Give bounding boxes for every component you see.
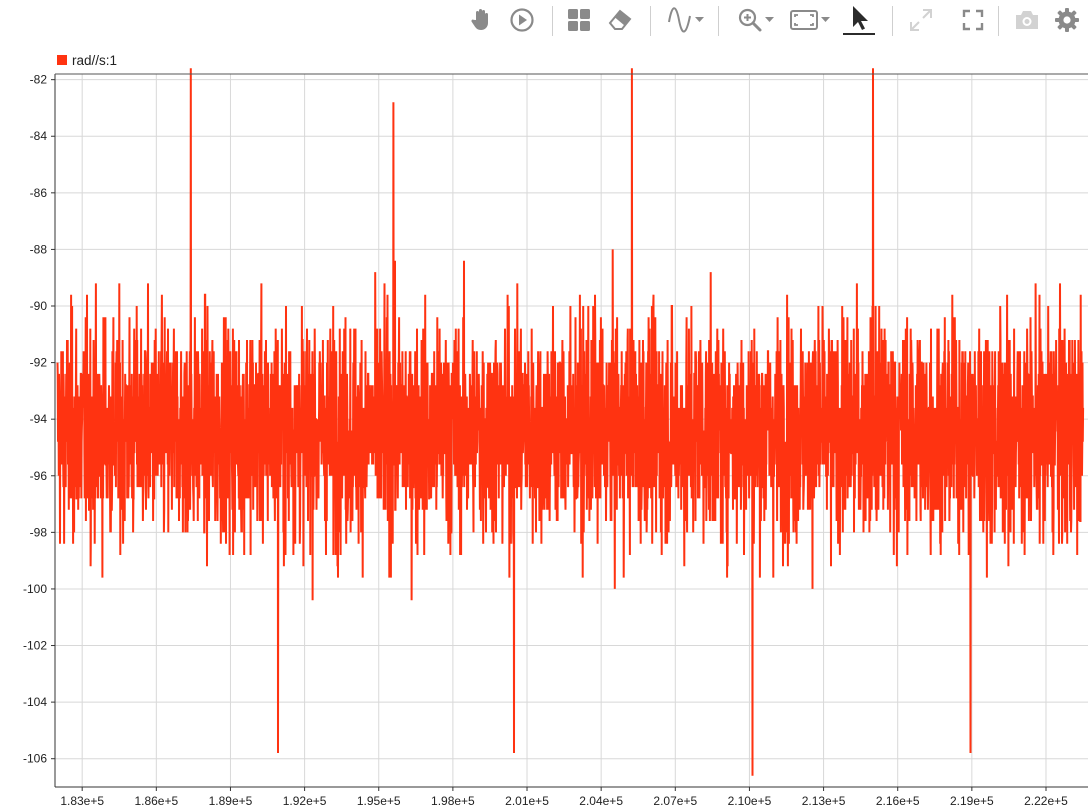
x-tick-label: 1.92e+5 — [283, 794, 327, 808]
x-tick-label: 2.01e+5 — [505, 794, 549, 808]
toolbar-separator — [718, 6, 719, 36]
series-line-rad-s-1 — [56, 68, 1085, 776]
zoom-in-icon — [738, 8, 761, 32]
x-tick-label: 2.13e+5 — [802, 794, 846, 808]
settings-gear-icon — [1055, 8, 1079, 32]
x-tick-label: 2.04e+5 — [579, 794, 623, 808]
chart-series-group — [56, 68, 1085, 776]
chart-axes — [51, 73, 1088, 791]
signal-wave-icon — [667, 7, 691, 33]
x-tick-label: 2.07e+5 — [653, 794, 697, 808]
x-tick-label: 1.86e+5 — [134, 794, 178, 808]
chart-tick-labels: -82 -84 -86 -88 -90 -92 -94 -96 -98 -100 -102 -104 -… — [23, 73, 1068, 808]
zoom-button[interactable] — [732, 5, 778, 35]
snapshot-button[interactable] — [1012, 5, 1042, 35]
x-tick-label: 1.95e+5 — [357, 794, 401, 808]
signal-button[interactable] — [662, 5, 708, 35]
y-tick-label: -98 — [30, 525, 48, 539]
settings-button[interactable] — [1052, 5, 1082, 35]
y-tick-label: -86 — [30, 186, 48, 200]
layout-button[interactable] — [565, 5, 593, 35]
x-tick-label: 1.98e+5 — [431, 794, 475, 808]
run-button[interactable] — [508, 5, 536, 35]
y-tick-label: -94 — [30, 412, 48, 426]
x-tick-label: 2.22e+5 — [1024, 794, 1068, 808]
y-tick-label: -84 — [30, 129, 48, 143]
toolbar-separator — [650, 6, 651, 36]
fullscreen-button[interactable] — [958, 5, 988, 35]
y-tick-label: -100 — [23, 582, 47, 596]
x-tick-label: 2.16e+5 — [876, 794, 920, 808]
expand-button[interactable] — [906, 5, 936, 35]
play-icon — [510, 8, 534, 32]
y-tick-label: -104 — [23, 695, 47, 709]
cursor-select-icon — [843, 6, 875, 35]
y-tick-label: -96 — [30, 469, 48, 483]
x-tick-label: 2.10e+5 — [728, 794, 772, 808]
clear-button[interactable] — [606, 5, 634, 35]
chart-legend[interactable]: rad//s:1 — [57, 52, 117, 68]
fit-to-view-icon — [789, 10, 818, 30]
chart-grid — [55, 74, 1088, 787]
y-tick-label: -90 — [30, 299, 48, 313]
toolbar-separator — [998, 6, 999, 36]
x-tick-label: 2.19e+5 — [950, 794, 994, 808]
toolbar — [0, 0, 1088, 42]
y-tick-label: -102 — [23, 639, 47, 653]
x-tick-label: 1.83e+5 — [60, 794, 104, 808]
toolbar-separator — [892, 6, 893, 36]
eraser-icon — [608, 9, 632, 30]
legend-swatch — [57, 55, 67, 65]
legend-label: rad//s:1 — [72, 52, 118, 68]
chevron-down-icon — [694, 17, 704, 22]
pan-icon — [471, 9, 488, 30]
layout-grid-icon — [568, 9, 590, 31]
fullscreen-icon — [962, 9, 984, 31]
fit-to-view-button[interactable] — [784, 5, 834, 35]
y-tick-label: -88 — [30, 242, 48, 256]
toolbar-separator — [552, 6, 553, 36]
y-tick-label: -106 — [23, 752, 47, 766]
x-tick-label: 1.89e+5 — [209, 794, 253, 808]
pan-button[interactable] — [467, 5, 495, 35]
chevron-down-icon — [764, 17, 774, 22]
chevron-down-icon — [820, 17, 830, 22]
y-tick-label: -82 — [30, 73, 48, 87]
expand-arrows-icon — [910, 9, 932, 31]
y-tick-label: -92 — [30, 356, 48, 370]
camera-icon — [1016, 11, 1038, 29]
select-tool-button[interactable] — [842, 5, 876, 35]
